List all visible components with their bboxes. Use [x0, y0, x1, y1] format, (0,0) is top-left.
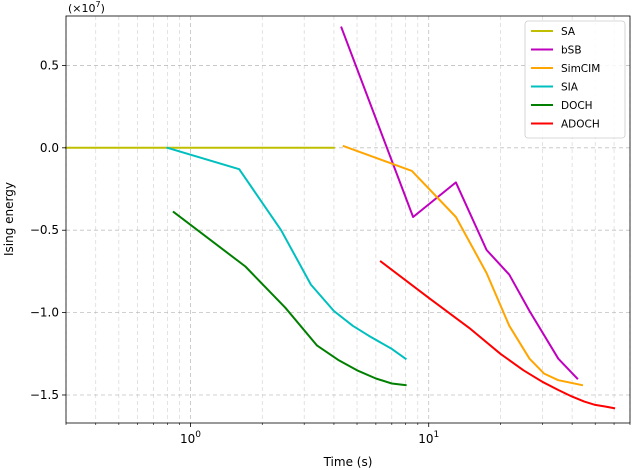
y-tick-label: 0.0: [40, 141, 59, 155]
y-offset-prefix: (×10: [68, 2, 96, 15]
y-tick-label: −1.0: [30, 306, 59, 320]
legend-label: DOCH: [561, 100, 593, 112]
legend-label: bSB: [561, 45, 582, 57]
series-lines: [65, 26, 616, 410]
series-line-doch: [172, 210, 407, 387]
series-line-sia: [166, 146, 407, 361]
y-axis-label: Ising energy: [2, 182, 16, 256]
y-tick-label: −0.5: [30, 223, 59, 237]
y-offset-label: (×107): [68, 0, 105, 15]
x-tick-label: 100: [180, 430, 201, 446]
legend: SA bSB SimCIM SIA DOCH ADOCH: [524, 20, 626, 139]
y-offset-suffix: ): [101, 2, 105, 15]
y-offset-exponent: 7: [96, 0, 101, 9]
legend-label: SA: [561, 26, 576, 38]
y-tick-label: 0.5: [40, 58, 59, 72]
series-line-bsb: [340, 26, 579, 380]
series-line-adoch: [379, 260, 616, 410]
series-line-simcim: [342, 144, 584, 387]
x-axis-label: Time (s): [323, 455, 373, 469]
plot-frame: [65, 15, 631, 424]
legend-label: ADOCH: [561, 119, 600, 131]
y-tick-label: −1.5: [30, 388, 59, 402]
legend-label: SIA: [561, 82, 579, 94]
ticks: 100 101 0.5 0.0 −0.5 −1.0 −1.5: [30, 58, 631, 446]
legend-label: SimCIM: [561, 63, 600, 75]
x-tick-label: 101: [418, 430, 439, 446]
